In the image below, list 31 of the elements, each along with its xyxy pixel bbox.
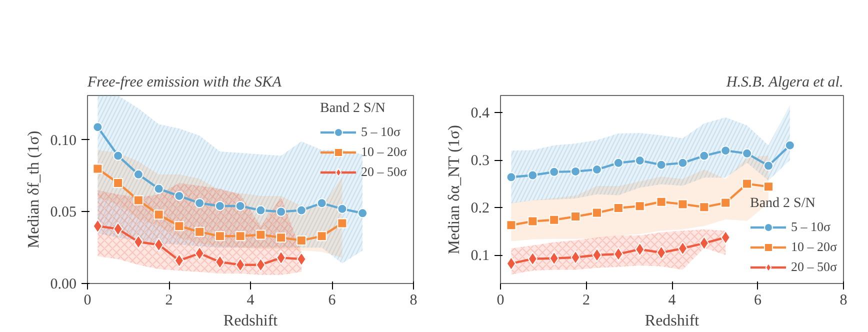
x-axis-title: Redshift: [223, 312, 278, 330]
x-tick-label: 2: [582, 292, 590, 308]
x-tick-label: 4: [668, 292, 676, 308]
x-tick-label: 8: [840, 292, 848, 308]
y-tick-label: 0.4: [470, 106, 490, 122]
chart-title: Free-free emission with the SKA: [86, 74, 282, 90]
x-tick-label: 6: [328, 292, 336, 308]
legend-label: 20 – 50σ: [360, 164, 407, 180]
y-tick-label: 0.05: [50, 204, 76, 221]
legend-title: Band 2 S/N: [320, 101, 386, 117]
x-tick-label: 8: [410, 292, 418, 308]
x-tick-label: 4: [246, 292, 255, 308]
x-axis-title: Redshift: [644, 312, 700, 330]
y-axis-title: Median δf_th (1σ): [25, 130, 42, 248]
legend-label: 5 – 10σ: [360, 124, 400, 140]
x-tick-label: 2: [165, 292, 173, 308]
x-tick-label: 6: [754, 292, 762, 308]
y-tick-label: 0.00: [50, 276, 76, 292]
legend-label: 5 – 10σ: [790, 219, 830, 235]
y-axis-title: Median δα_NT (1σ): [446, 125, 463, 254]
x-tick-label: 0: [84, 292, 92, 308]
y-tick-label: 0.10: [50, 132, 76, 149]
legend-label: 20 – 50σ: [790, 259, 837, 275]
y-tick-label: 0.3: [470, 153, 490, 170]
x-tick-label: 0: [496, 292, 504, 308]
chart-title: H.S.B. Algera et al.: [725, 74, 844, 90]
y-tick-label: 0.1: [470, 248, 490, 264]
legend-title: Band 2 S/N: [750, 196, 816, 212]
y-tick-label: 0.2: [470, 200, 490, 217]
legend-label: 10 – 20σ: [360, 144, 407, 160]
legend-label: 10 – 20σ: [790, 239, 837, 255]
